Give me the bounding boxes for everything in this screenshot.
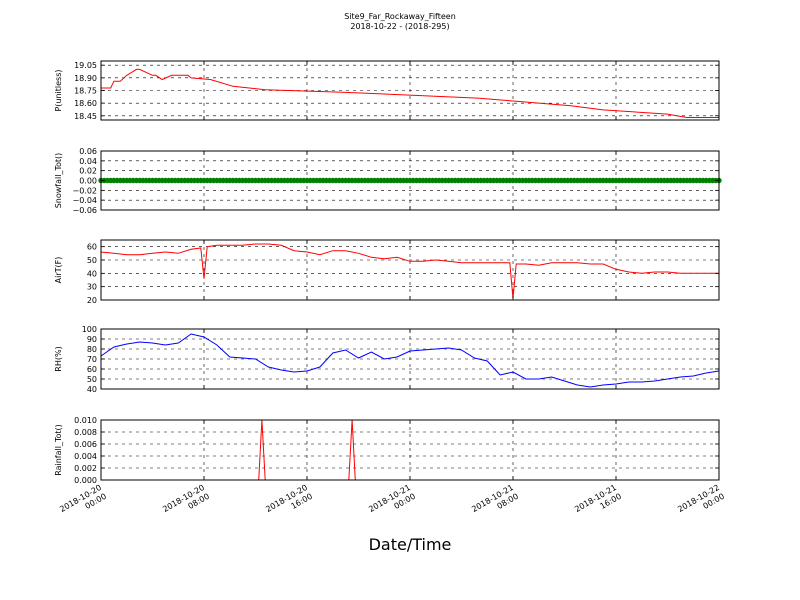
panel-3: 20 30 40 50 60 AirT(F)	[54, 239, 720, 305]
y-tick-label: 18.45	[74, 112, 97, 121]
y-tick-label: 40	[87, 385, 97, 394]
y-tick-label: 18.75	[74, 87, 97, 96]
x-tick-label: 2018-10-2008:00	[161, 483, 211, 523]
y-tick-label: 0.006	[74, 440, 97, 449]
y-axis-label: AirT(F)	[54, 257, 63, 284]
x-tick-label: 2018-10-2100:00	[367, 483, 417, 523]
y-tick-label: 0.004	[74, 452, 97, 461]
y-axis-label: Rainfall_Tot()	[54, 424, 63, 476]
y-tick-label: 0.010	[74, 416, 97, 425]
x-axis-label: Date/Time	[369, 535, 452, 554]
x-axis-tick-labels: 2018-10-2000:00 2018-10-2008:00 2018-10-20…	[58, 483, 726, 523]
y-tick-label: 50	[87, 375, 97, 384]
y-axis-label: RH(%)	[54, 346, 63, 371]
y-tick-label: 100	[82, 325, 97, 334]
chart-title: Site9_Far_Rockaway_Fifteen	[344, 12, 456, 21]
x-tick-label: 2018-10-2116:00	[573, 483, 623, 523]
y-tick-label: 60	[87, 365, 97, 374]
y-tick-label: 90	[87, 335, 97, 344]
x-tick-label: 2018-10-2016:00	[264, 483, 314, 523]
data-line	[101, 68, 719, 118]
y-tick-label: 40	[87, 269, 97, 278]
y-axis-label: Snowfall_Tot()	[54, 153, 63, 209]
y-tick-label: 0.02	[79, 167, 97, 176]
y-axis-label: P(unitless)	[54, 69, 63, 111]
y-tick-label: 0.00	[79, 177, 97, 186]
x-tick-label: 2018-10-2108:00	[470, 483, 520, 523]
y-tick-label: −0.06	[72, 206, 97, 215]
panel-5: 0.000 0.002 0.004 0.006 0.008 0.010 Rainfall_T…	[54, 416, 720, 485]
y-tick-label: −0.02	[72, 186, 97, 195]
y-tick-label: 80	[87, 345, 97, 354]
y-tick-label: 0.06	[79, 147, 97, 156]
y-tick-label: 50	[87, 256, 97, 265]
y-tick-label: 0.000	[74, 476, 97, 485]
y-tick-label: 70	[87, 355, 97, 364]
y-tick-label: 0.04	[79, 157, 97, 166]
x-tick-label: 2018-10-2200:00	[676, 483, 726, 523]
panel-2: −0.06−0.04−0.020.000.020.040.06 Snowfall_…	[54, 147, 722, 215]
panel-1: 18.45 18.60 18.75 18.90 19.05 P(unitless)	[54, 60, 720, 121]
data-line	[100, 333, 720, 388]
chart-subtitle: 2018-10-22 - (2018-295)	[350, 22, 449, 31]
y-tick-label: 18.90	[74, 74, 97, 83]
y-tick-label: 0.002	[74, 464, 97, 473]
y-tick-label: 18.60	[74, 99, 97, 108]
panels: 18.45 18.60 18.75 18.90 19.05 P(unitless) −0.0…	[54, 60, 722, 485]
x-tick-label: 2018-10-2000:00	[58, 483, 108, 523]
y-tick-label: −0.04	[72, 196, 97, 205]
y-tick-label: 20	[87, 296, 97, 305]
y-tick-label: 60	[87, 243, 97, 252]
y-tick-label: 0.008	[74, 428, 97, 437]
data-line	[100, 243, 719, 299]
y-tick-label: 19.05	[74, 61, 97, 70]
y-tick-label: 30	[87, 283, 97, 292]
